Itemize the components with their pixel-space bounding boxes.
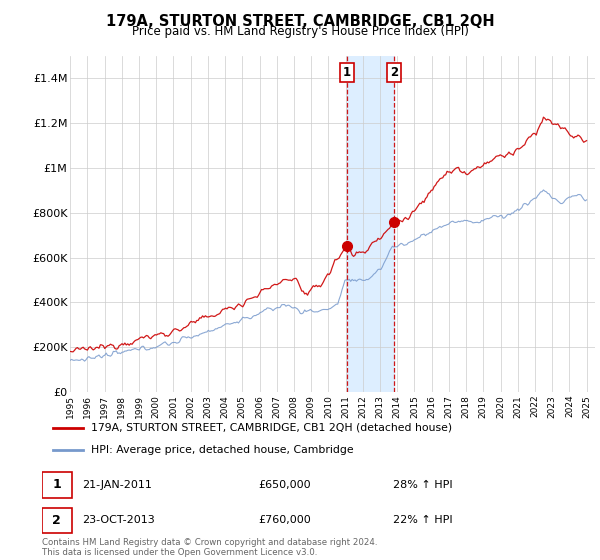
Text: Contains HM Land Registry data © Crown copyright and database right 2024.
This d: Contains HM Land Registry data © Crown c… [42, 538, 377, 557]
Text: 2: 2 [390, 66, 398, 79]
Text: 28% ↑ HPI: 28% ↑ HPI [393, 480, 452, 490]
FancyBboxPatch shape [42, 472, 72, 498]
Text: £650,000: £650,000 [258, 480, 311, 490]
Text: 21-JAN-2011: 21-JAN-2011 [83, 480, 152, 490]
Text: HPI: Average price, detached house, Cambridge: HPI: Average price, detached house, Camb… [91, 445, 353, 455]
Text: 179A, STURTON STREET, CAMBRIDGE, CB1 2QH (detached house): 179A, STURTON STREET, CAMBRIDGE, CB1 2QH… [91, 423, 452, 433]
Bar [347, 56, 394, 392]
Text: £760,000: £760,000 [258, 515, 311, 525]
Text: 1: 1 [343, 66, 351, 79]
Text: 22% ↑ HPI: 22% ↑ HPI [393, 515, 452, 525]
Text: 23-OCT-2013: 23-OCT-2013 [83, 515, 155, 525]
Text: Price paid vs. HM Land Registry's House Price Index (HPI): Price paid vs. HM Land Registry's House … [131, 25, 469, 38]
FancyBboxPatch shape [42, 507, 72, 533]
Text: 179A, STURTON STREET, CAMBRIDGE, CB1 2QH: 179A, STURTON STREET, CAMBRIDGE, CB1 2QH [106, 14, 494, 29]
Text: 1: 1 [52, 478, 61, 491]
Text: 2: 2 [52, 514, 61, 527]
